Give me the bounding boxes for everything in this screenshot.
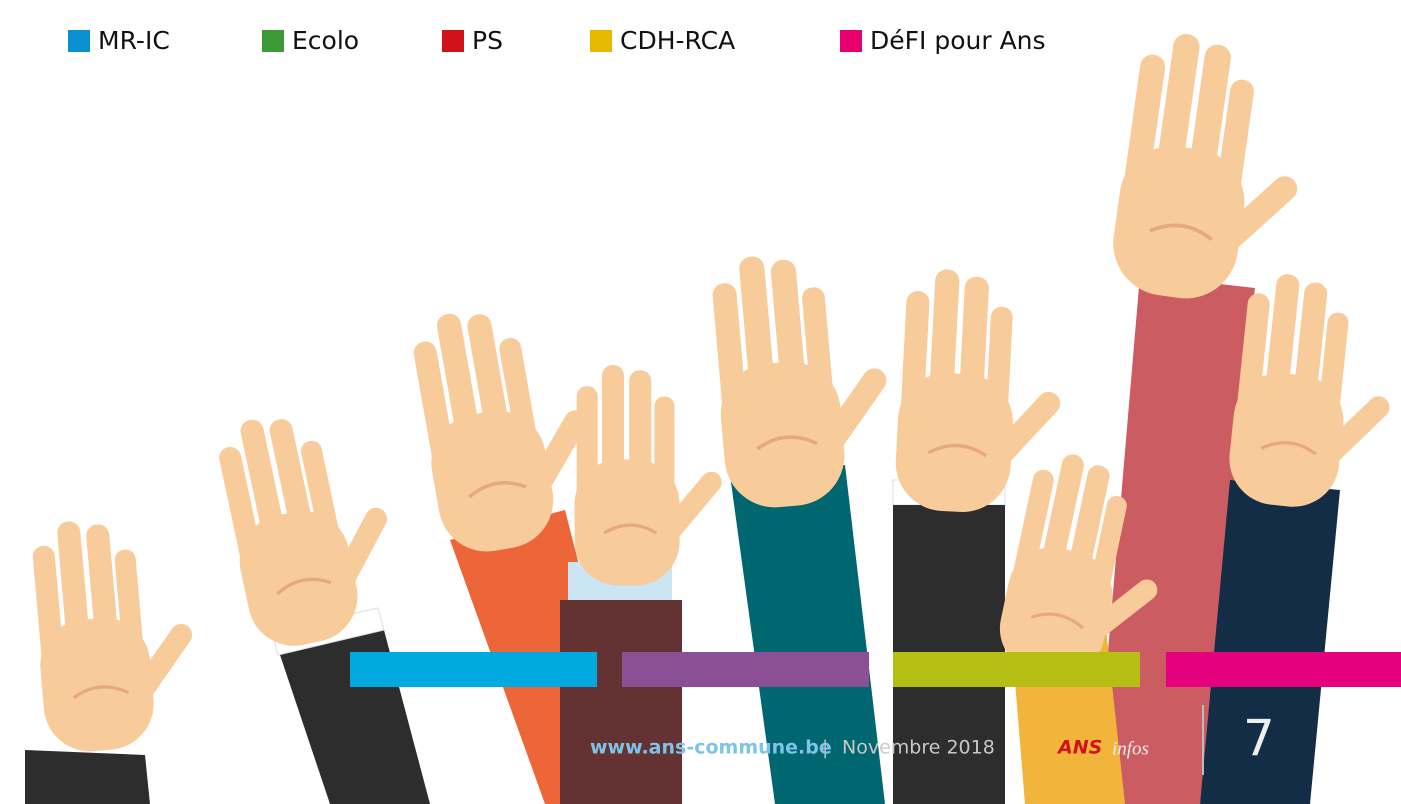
website: www.ans-commune.be xyxy=(590,737,832,759)
page-number: 7 xyxy=(1243,710,1275,768)
separator: | xyxy=(822,737,828,759)
separator: | xyxy=(1040,737,1047,759)
legend-swatch xyxy=(840,30,862,52)
legend-label: MR-IC xyxy=(98,26,170,55)
legend-swatch xyxy=(68,30,90,52)
legend-label: PS xyxy=(472,26,503,55)
legend-swatch xyxy=(262,30,284,52)
brand-suffix: infos xyxy=(1112,738,1149,759)
date: Novembre 2018 xyxy=(842,737,995,759)
legend: MR-IC Ecolo PS CDH-RCA DéFI pour Ans xyxy=(68,26,1046,55)
brand: ANS xyxy=(1056,737,1102,759)
legend-label: DéFI pour Ans xyxy=(870,26,1046,55)
legend-swatch xyxy=(590,30,612,52)
page-art: MR-IC Ecolo PS CDH-RCA DéFI pour Ans www… xyxy=(0,0,1401,804)
legend-swatch xyxy=(442,30,464,52)
page: MR-IC Ecolo PS CDH-RCA DéFI pour Ans www… xyxy=(0,0,1401,804)
legend-label: CDH-RCA xyxy=(620,26,735,55)
illustration xyxy=(25,28,1401,804)
legend-label: Ecolo xyxy=(292,26,359,55)
